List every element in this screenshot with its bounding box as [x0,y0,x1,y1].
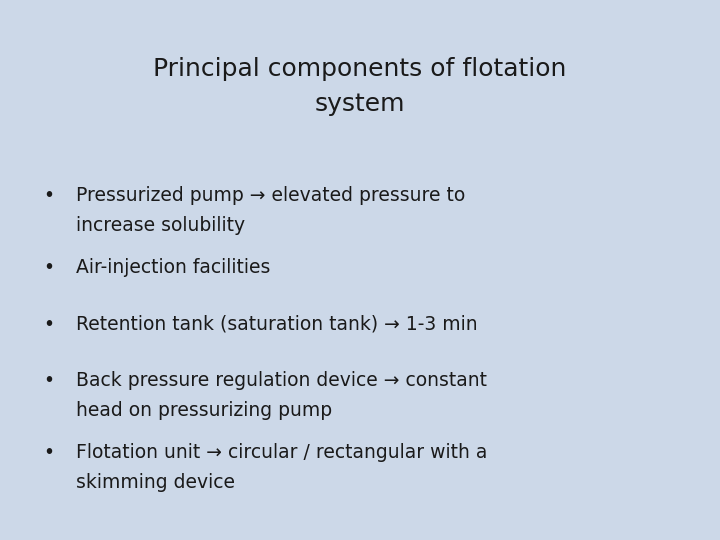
Text: skimming device: skimming device [76,472,235,491]
Text: Principal components of flotation
system: Principal components of flotation system [153,57,567,116]
Text: •: • [43,186,55,205]
Text: •: • [43,443,55,462]
Text: Flotation unit → circular / rectangular with a: Flotation unit → circular / rectangular … [76,443,487,462]
Text: Air-injection facilities: Air-injection facilities [76,258,270,277]
Text: •: • [43,314,55,334]
Text: head on pressurizing pump: head on pressurizing pump [76,401,332,420]
Text: Pressurized pump → elevated pressure to: Pressurized pump → elevated pressure to [76,186,465,205]
Text: Back pressure regulation device → constant: Back pressure regulation device → consta… [76,372,487,390]
Text: •: • [43,258,55,277]
Text: Retention tank (saturation tank) → 1-3 min: Retention tank (saturation tank) → 1-3 m… [76,314,477,334]
Text: increase solubility: increase solubility [76,216,245,235]
Text: •: • [43,372,55,390]
